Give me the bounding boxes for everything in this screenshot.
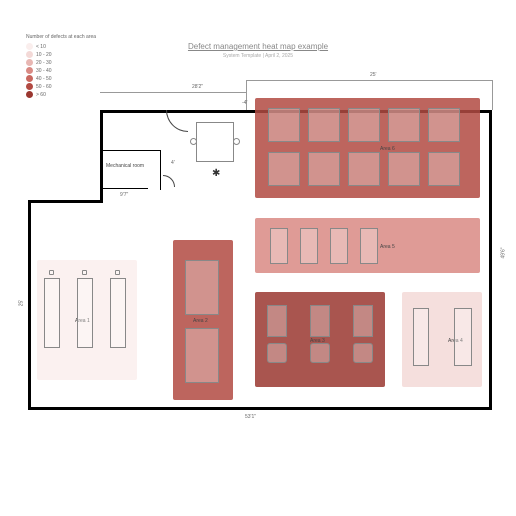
machine [454,308,472,366]
mech-wall-right [160,150,161,190]
machine [267,305,287,337]
desk [44,278,60,348]
dim-top-right: 25' [370,72,377,78]
legend-label: 10 - 20 [36,52,52,58]
upper-wall-top-left [100,92,246,93]
machine [268,108,300,142]
wall-right [489,110,492,410]
desk [110,278,126,348]
machine [308,108,340,142]
diagram-subtitle: System Template | April 2, 2025 [188,53,328,59]
machine [360,228,378,264]
legend-dot [26,51,33,58]
machine [388,152,420,186]
area5-label: Area 5 [380,244,395,250]
legend-row: < 10 [26,43,96,50]
dim-bottom: 53'1" [245,414,256,420]
machine [348,152,380,186]
machine [310,343,330,363]
machine [185,260,219,315]
machine [310,305,330,337]
machine [267,343,287,363]
desk [77,278,93,348]
machine [353,305,373,337]
diagram-header: Defect management heat map example Syste… [188,42,328,59]
wall-left [28,200,31,410]
dim-left: 25' [18,300,24,307]
upper-roof-right [492,80,493,110]
machine [185,328,219,383]
mech-wall-top [100,150,160,151]
chair [82,270,87,275]
machine [428,152,460,186]
wall-step-left [100,110,103,203]
legend-row: 10 - 20 [26,51,96,58]
area2-label: Area 2 [193,318,208,324]
machine [268,152,300,186]
legend-title: Number of defects at each area [26,34,96,40]
machine [388,108,420,142]
machine [270,228,288,264]
upper-roofline [246,80,492,81]
mechanical-room-label: Mechanical room [106,163,144,169]
chair [190,138,197,145]
dim-mech: 9'7" [120,192,128,198]
machine [330,228,348,264]
machine [300,228,318,264]
wall-bottom [28,407,492,410]
mech-wall-bottom [100,188,148,189]
floorplan: Mechanical room Area 1Area 2Area 3Area 4… [20,60,500,440]
door-mech [163,175,175,187]
chair [233,138,240,145]
machine [308,152,340,186]
wall-step-top [28,200,102,203]
dim-top-left: 28'2" [192,84,203,90]
diagram-title: Defect management heat map example [188,42,328,51]
machine [348,108,380,142]
machine [413,308,429,366]
dim-right: 49'6" [501,247,507,258]
dim-gap2: -4' [242,100,247,106]
fan-icon: ✱ [212,168,220,179]
legend-label: < 10 [36,44,46,50]
chair [115,270,120,275]
center-desk [196,122,234,162]
chair [49,270,54,275]
upper-roof-left [246,80,247,92]
machine [353,343,373,363]
dim-gap: 4' [171,160,175,166]
door-top [166,110,188,132]
machine [428,108,460,142]
legend-dot [26,43,33,50]
